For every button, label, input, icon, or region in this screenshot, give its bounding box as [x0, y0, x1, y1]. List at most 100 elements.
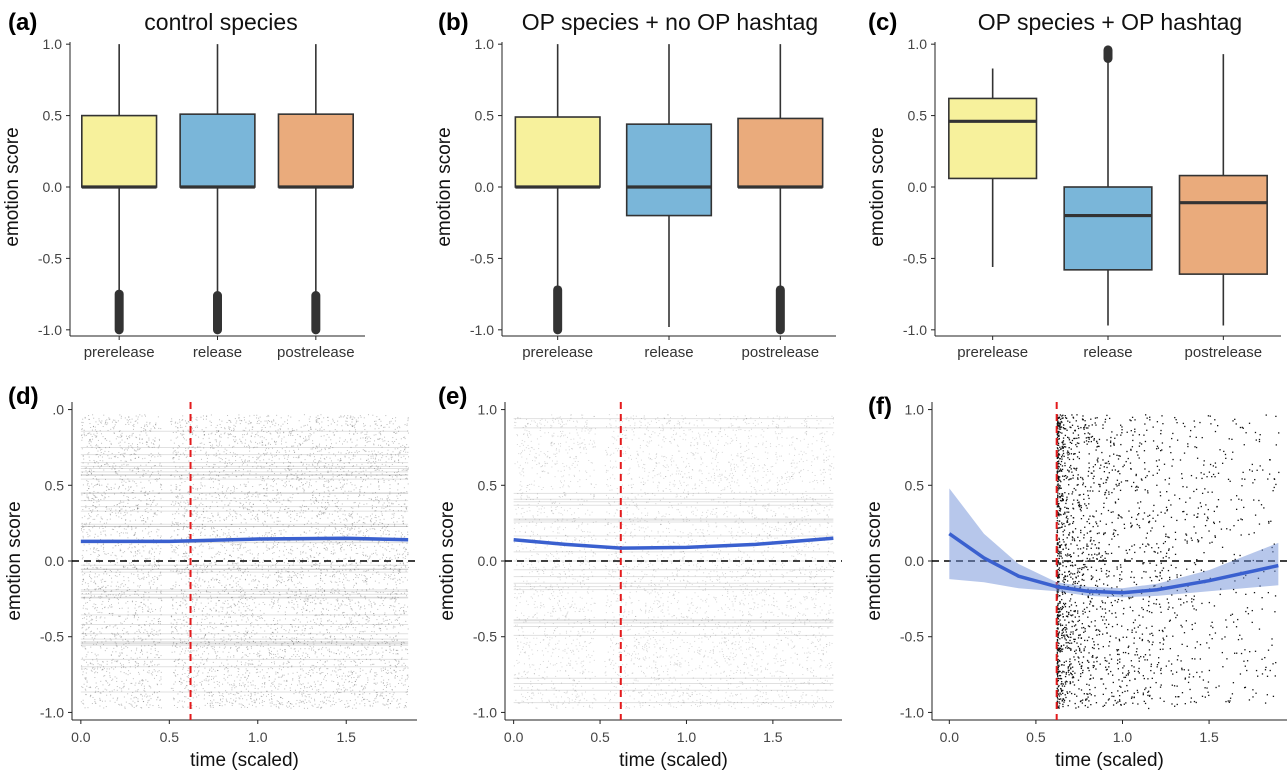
data-point [203, 447, 205, 449]
data-point [170, 687, 172, 689]
data-point [345, 577, 347, 579]
data-point [290, 640, 292, 642]
data-point [264, 426, 266, 428]
data-point [88, 488, 90, 490]
data-point [328, 648, 330, 650]
data-point [291, 599, 293, 601]
data-point [252, 494, 254, 496]
data-point [295, 618, 297, 620]
data-point [213, 646, 215, 648]
data-point [107, 429, 109, 431]
data-point [128, 670, 130, 672]
data-point [235, 646, 237, 648]
data-point [119, 535, 121, 537]
data-point [86, 472, 88, 474]
data-point [273, 657, 275, 659]
data-point [395, 671, 397, 673]
data-point [142, 639, 144, 641]
data-point [147, 470, 149, 472]
data-point [160, 511, 162, 513]
data-point [235, 582, 237, 584]
data-point [226, 463, 228, 465]
data-point [365, 450, 367, 452]
data-point [219, 520, 221, 522]
data-point [100, 433, 102, 435]
data-point [351, 421, 353, 423]
data-point [229, 701, 231, 703]
data-point [245, 484, 247, 486]
data-point [192, 514, 194, 516]
data-point [351, 425, 353, 427]
data-point [121, 464, 123, 466]
data-point [224, 616, 226, 618]
data-point [399, 478, 401, 480]
data-point [110, 509, 112, 511]
data-point [92, 504, 94, 506]
data-point [127, 438, 129, 440]
data-point [176, 646, 178, 648]
data-point [85, 467, 87, 469]
data-point [329, 701, 331, 703]
data-point [332, 552, 334, 554]
data-point [267, 585, 269, 587]
data-point [293, 429, 295, 431]
data-point [182, 705, 184, 707]
data-point [277, 601, 279, 603]
data-point [306, 687, 308, 689]
data-point [377, 596, 379, 598]
data-point [351, 591, 353, 593]
data-point [90, 622, 92, 624]
data-point [291, 576, 293, 578]
data-point [126, 464, 128, 466]
data-point [327, 495, 329, 497]
data-point [305, 624, 307, 626]
data-point [242, 561, 244, 563]
data-point [221, 529, 223, 531]
data-point [259, 590, 261, 592]
data-point [310, 594, 312, 596]
data-point [385, 456, 387, 458]
data-point [101, 465, 103, 467]
data-point [319, 659, 321, 661]
data-point [347, 702, 349, 704]
data-point [133, 489, 135, 491]
data-point [343, 681, 345, 683]
data-point [374, 545, 376, 547]
data-point [319, 672, 321, 674]
data-point [227, 682, 229, 684]
data-point [227, 487, 229, 489]
data-point [394, 460, 396, 462]
data-point [103, 591, 105, 593]
data-point [233, 490, 235, 492]
data-point [212, 527, 214, 529]
data-point [232, 550, 234, 552]
data-point [299, 683, 301, 685]
data-point [211, 701, 213, 703]
data-point [263, 495, 265, 497]
data-point [297, 633, 299, 635]
data-point [109, 488, 111, 490]
data-point [250, 698, 252, 700]
data-point [200, 482, 202, 484]
data-point [196, 643, 198, 645]
data-point [139, 578, 141, 580]
data-point [373, 678, 375, 680]
data-point [137, 700, 139, 702]
data-point [266, 463, 268, 465]
data-point [240, 502, 242, 504]
data-point [377, 451, 379, 453]
data-point [281, 579, 283, 581]
data-point [106, 689, 108, 691]
data-point [380, 444, 382, 446]
data-point [313, 564, 315, 566]
data-point [209, 692, 211, 694]
data-point [84, 417, 86, 419]
data-point [191, 528, 193, 530]
data-point [280, 494, 282, 496]
data-point [254, 434, 256, 436]
data-point [234, 684, 236, 686]
data-point [357, 636, 359, 638]
data-point [398, 661, 400, 663]
data-point [280, 697, 282, 699]
data-point [258, 564, 260, 566]
